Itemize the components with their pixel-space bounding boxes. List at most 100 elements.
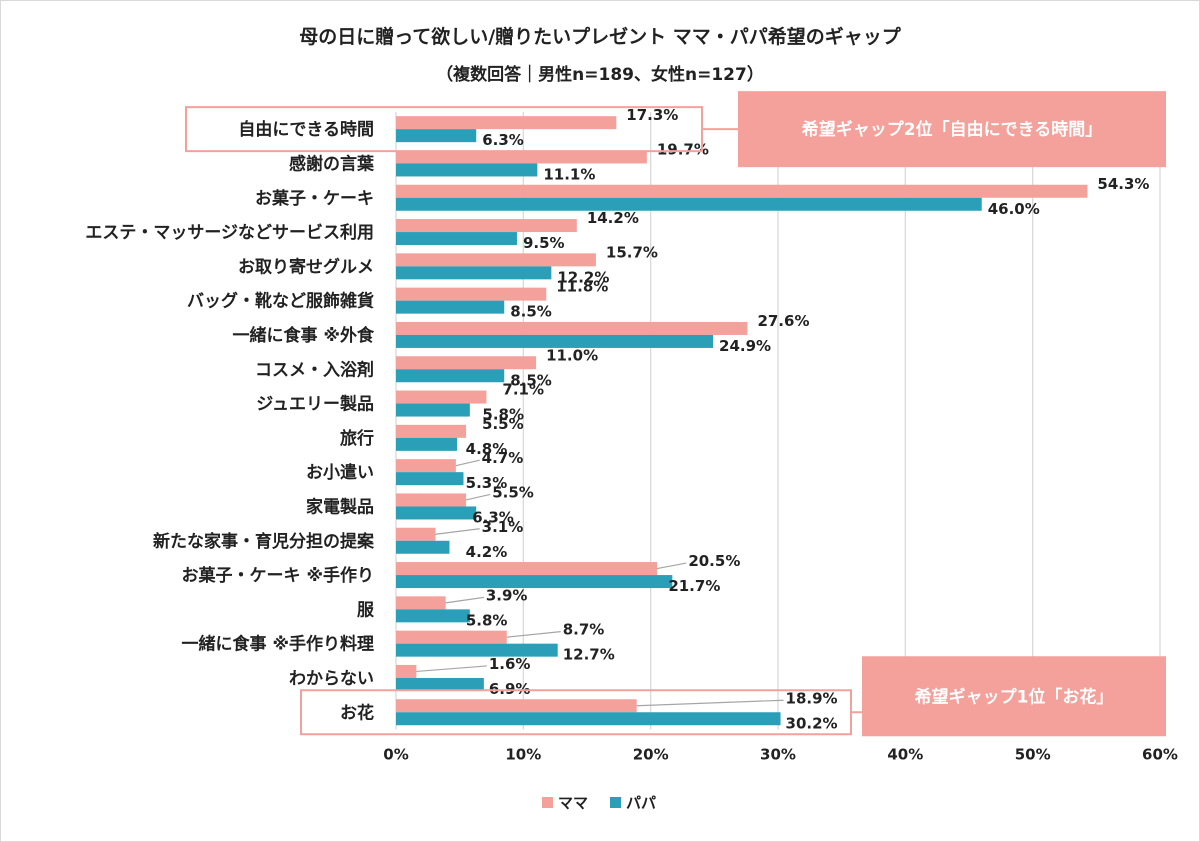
value-label-papa: 11.1%: [543, 165, 595, 183]
leader-line: [465, 493, 491, 501]
value-label-papa: 6.3%: [482, 131, 524, 149]
category-label: お花: [340, 702, 374, 723]
category-label: 感謝の言葉: [289, 153, 375, 174]
value-labels: 17.3% 6.3% 19.7% 11.1% 54.3% 46.0% 14.2% 9.5% 15…: [466, 106, 1150, 732]
category-label: 服: [357, 600, 375, 620]
category-label: コスメ・入浴剤: [255, 359, 374, 380]
value-label-papa: 46.0%: [988, 200, 1040, 218]
bar-papa: [396, 472, 464, 486]
value-label-mama: 54.3%: [1097, 175, 1149, 193]
x-tick-label: 30%: [760, 745, 796, 763]
callout-text: 希望ギャップ2位「自由にできる時間」: [802, 119, 1103, 140]
leader-line: [455, 459, 480, 467]
x-tick-label: 60%: [1142, 745, 1178, 763]
bar-papa: [396, 677, 484, 691]
bar-mama: [396, 459, 456, 473]
bar-papa: [396, 609, 470, 623]
value-label-mama: 11.8%: [556, 278, 608, 296]
bar-papa: [396, 300, 505, 314]
legend-swatch: [542, 797, 553, 808]
value-label-papa: 30.2%: [786, 714, 838, 732]
leader-line: [416, 665, 487, 673]
x-tick-label: 0%: [383, 745, 408, 763]
value-label-mama: 27.6%: [757, 312, 809, 330]
value-label-mama: 1.6%: [489, 655, 531, 673]
value-label-papa: 21.7%: [668, 577, 720, 595]
value-label-papa: 12.7%: [563, 646, 615, 664]
value-label-mama: 20.5%: [688, 552, 740, 570]
leader-line: [445, 596, 484, 604]
category-label: 一緒に食事 ※手作り料理: [182, 634, 374, 655]
value-label-papa: 6.9%: [489, 680, 531, 698]
x-tick-label: 20%: [633, 745, 669, 763]
bar-papa: [396, 403, 470, 417]
x-tick-labels: 0% 10% 20% 30% 40% 50% 60%: [383, 745, 1178, 763]
value-label-papa: 6.3%: [472, 508, 514, 526]
category-label: 自由にできる時間: [238, 119, 374, 140]
category-label: わからない: [289, 669, 374, 689]
legend-label: パパ: [626, 794, 656, 812]
value-label-mama: 19.7%: [657, 140, 709, 158]
x-tick-label: 10%: [505, 745, 541, 763]
category-label: バッグ・靴など服飾雑貨: [187, 291, 374, 312]
value-label-mama: 17.3%: [626, 106, 678, 124]
value-label-mama: 8.7%: [563, 621, 605, 639]
value-label-papa: 8.5%: [510, 371, 552, 389]
leader-line: [435, 528, 480, 535]
bar-mama: [396, 287, 547, 301]
bar-papa: [396, 437, 458, 451]
value-label-mama: 3.1%: [482, 518, 524, 536]
bar-mama: [396, 356, 537, 370]
bar-papa: [396, 643, 558, 657]
category-label: お菓子・ケーキ: [255, 189, 374, 209]
category-label: 一緒に食事 ※外食: [233, 325, 375, 346]
category-label: お小遣い: [306, 462, 374, 483]
value-label-mama: 14.2%: [587, 209, 639, 227]
value-label-mama: 15.7%: [606, 243, 658, 261]
legend: ママ パパ: [542, 794, 656, 812]
value-label-papa: 24.9%: [719, 337, 771, 355]
value-label-papa: 5.8%: [482, 406, 524, 424]
category-labels: 自由にできる時間感謝の言葉お菓子・ケーキエステ・マッサージなどサービス利用お取り…: [85, 119, 375, 723]
category-label: 新たな家事・育児分担の提案: [153, 531, 375, 552]
category-label: ジュエリー製品: [256, 394, 374, 415]
value-label-papa: 5.3%: [466, 474, 508, 492]
gridlines: [395, 112, 1161, 730]
legend-swatch: [610, 797, 621, 808]
leader-line: [506, 631, 561, 638]
bar-papa: [396, 266, 552, 280]
value-label-papa: 4.2%: [466, 543, 508, 561]
bar-papa: [396, 129, 477, 143]
bar-mama: [396, 116, 617, 130]
bar-mama: [396, 699, 637, 713]
bar-mama: [396, 493, 467, 507]
bar-papa: [396, 506, 477, 520]
x-tick-label: 40%: [887, 745, 923, 763]
chart-subtitle: （複数回答｜男性n=189、女性n=127）: [436, 64, 764, 85]
bar-mama: [396, 424, 467, 438]
bar-papa: [396, 712, 781, 726]
value-label-mama: 18.9%: [786, 689, 838, 707]
value-label-papa: 4.8%: [466, 440, 508, 458]
bar-mama: [396, 253, 596, 267]
bar-mama: [396, 321, 748, 335]
value-label-papa: 5.8%: [466, 611, 508, 629]
value-label-mama: 5.5%: [492, 483, 534, 501]
bar-papa: [396, 163, 538, 177]
category-label: エステ・マッサージなどサービス利用: [85, 222, 374, 243]
bar-mama: [396, 390, 487, 404]
value-label-mama: 7.1%: [502, 381, 544, 399]
category-label: 家電製品: [306, 496, 374, 517]
bar-mama: [396, 527, 436, 541]
bar-mama: [396, 150, 647, 164]
bar-papa: [396, 540, 450, 554]
bar-mama: [396, 562, 658, 576]
leader-lines: [416, 459, 784, 707]
chart-title: 母の日に贈って欲しい/贈りたいプレゼント ママ・パパ希望のギャップ: [299, 25, 902, 48]
leader-line: [636, 699, 784, 707]
leader-line: [656, 562, 687, 570]
value-label-papa: 12.2%: [557, 268, 609, 286]
category-label: お菓子・ケーキ ※手作り: [182, 565, 374, 586]
bar-papa: [396, 197, 982, 211]
